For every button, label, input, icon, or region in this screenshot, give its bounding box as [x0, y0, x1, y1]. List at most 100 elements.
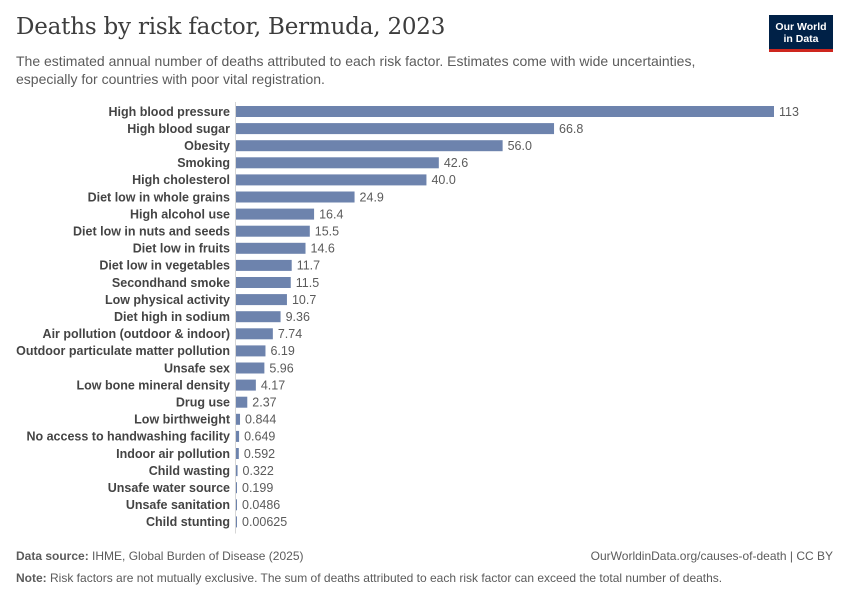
bar[interactable]: [236, 294, 287, 306]
value-label: 2.37: [252, 396, 276, 410]
bar[interactable]: [236, 123, 555, 135]
bar-row[interactable]: Child wasting 0.322: [149, 464, 274, 478]
source-text[interactable]: IHME, Global Burden of Disease (2025): [92, 549, 304, 563]
bar-row[interactable]: Outdoor particulate matter pollution 6.19: [16, 344, 295, 358]
value-label: 56.0: [508, 139, 532, 153]
bar-row[interactable]: Secondhand smoke 11.5: [112, 276, 319, 290]
value-label: 5.96: [269, 361, 293, 375]
bar[interactable]: [236, 311, 281, 323]
bar-row[interactable]: High cholesterol 40.0: [132, 173, 456, 187]
bar-row[interactable]: Drug use 2.37: [176, 396, 277, 410]
bar[interactable]: [236, 208, 315, 220]
bar[interactable]: [236, 413, 241, 425]
bar[interactable]: [236, 174, 427, 186]
value-label: 16.4: [319, 207, 343, 221]
value-label: 4.17: [261, 378, 285, 392]
bar-row[interactable]: Diet low in whole grains 24.9: [88, 190, 384, 204]
category-label: High cholesterol: [132, 173, 230, 187]
note-text: Risk factors are not mutually exclusive.…: [50, 571, 723, 585]
bar-row[interactable]: Diet low in fruits 14.6: [133, 242, 335, 256]
bar-row[interactable]: Unsafe water source 0.199: [108, 481, 274, 495]
bar-row[interactable]: No access to handwashing facility 0.649: [26, 430, 275, 444]
category-label: Child wasting: [149, 464, 230, 478]
value-label: 0.199: [242, 481, 273, 495]
bar-row[interactable]: Obesity 56.0: [184, 139, 532, 153]
category-label: Outdoor particulate matter pollution: [16, 344, 230, 358]
category-label: Unsafe sanitation: [126, 498, 230, 512]
source-url[interactable]: OurWorldinData.org/causes-of-death | CC …: [590, 549, 833, 563]
bar[interactable]: [236, 191, 355, 203]
value-label: 0.592: [244, 447, 275, 461]
bar-row[interactable]: Low physical activity 10.7: [105, 293, 316, 307]
bar-row[interactable]: Diet low in vegetables 11.7: [99, 259, 320, 273]
bar[interactable]: [236, 465, 238, 477]
bar-row[interactable]: Low bone mineral density 4.17: [77, 378, 286, 392]
value-label: 11.5: [296, 276, 319, 290]
bar[interactable]: [236, 328, 273, 340]
bar[interactable]: [236, 345, 266, 357]
bar[interactable]: [236, 259, 292, 271]
bar[interactable]: [236, 396, 248, 408]
bar[interactable]: [236, 242, 306, 254]
bar-row[interactable]: Diet high in sodium 9.36: [114, 310, 310, 324]
bar[interactable]: [236, 140, 503, 152]
footer-source-row: Data source: IHME, Global Burden of Dise…: [16, 549, 833, 563]
value-label: 14.6: [311, 242, 335, 256]
bar-row[interactable]: Child stunting 0.00625: [146, 515, 287, 529]
bar[interactable]: [236, 448, 239, 459]
value-label: 0.649: [244, 430, 275, 444]
category-label: Unsafe water source: [108, 481, 230, 495]
bar[interactable]: [236, 277, 291, 288]
category-label: Diet high in sodium: [114, 310, 230, 324]
value-label: 7.74: [278, 327, 302, 341]
value-label: 40.0: [431, 173, 455, 187]
bar-row[interactable]: High alcohol use 16.4: [130, 207, 343, 221]
category-label: Low bone mineral density: [77, 378, 231, 392]
category-label: Smoking: [177, 156, 230, 170]
category-label: Secondhand smoke: [112, 276, 230, 290]
chart-title: Deaths by risk factor, Bermuda, 2023: [16, 14, 446, 40]
value-label: 24.9: [360, 190, 384, 204]
category-label: High alcohol use: [130, 207, 230, 221]
bar[interactable]: [236, 362, 265, 374]
bar-row[interactable]: High blood sugar 66.8: [127, 122, 583, 136]
bar[interactable]: [236, 482, 237, 494]
logo-line-2: in Data: [783, 33, 819, 45]
category-label: Low physical activity: [105, 293, 230, 307]
bar[interactable]: [236, 157, 439, 169]
value-label: 113: [779, 105, 799, 119]
source-label: Data source:: [16, 549, 89, 563]
bar-row[interactable]: Unsafe sanitation 0.0486: [126, 498, 280, 512]
value-label: 0.0486: [242, 498, 280, 512]
bar[interactable]: [236, 499, 237, 511]
bar[interactable]: [236, 430, 240, 442]
bar-row[interactable]: Diet low in nuts and seeds 15.5: [73, 225, 339, 239]
value-label: 0.844: [245, 413, 276, 427]
value-label: 9.36: [286, 310, 310, 324]
category-label: Low birthweight: [134, 413, 231, 427]
bar[interactable]: [236, 225, 310, 237]
bar-row[interactable]: Low birthweight 0.844: [134, 413, 276, 427]
value-label: 42.6: [444, 156, 468, 170]
bar[interactable]: [236, 516, 237, 528]
owid-logo[interactable]: Our World in Data: [769, 15, 833, 52]
value-label: 0.00625: [242, 515, 287, 529]
value-label: 15.5: [315, 225, 339, 239]
category-label: Child stunting: [146, 515, 230, 529]
bar[interactable]: [236, 379, 256, 391]
category-label: Unsafe sex: [164, 361, 230, 375]
value-label: 11.7: [297, 259, 320, 273]
category-label: Diet low in nuts and seeds: [73, 225, 230, 239]
bar-row[interactable]: Indoor air pollution 0.592: [116, 447, 275, 461]
category-label: No access to handwashing facility: [26, 430, 230, 444]
category-label: Indoor air pollution: [116, 447, 230, 461]
category-label: Drug use: [176, 396, 230, 410]
bar-row[interactable]: Smoking 42.6: [177, 156, 468, 170]
bar-row[interactable]: Air pollution (outdoor & indoor) 7.74: [43, 327, 303, 341]
bar-row[interactable]: Unsafe sex 5.96: [164, 361, 294, 375]
footer-note-row: Note: Risk factors are not mutually excl…: [16, 571, 833, 585]
logo-stripe: [769, 49, 833, 52]
category-label: High blood sugar: [127, 122, 230, 136]
bar-row[interactable]: High blood pressure 113: [108, 105, 799, 119]
bar[interactable]: [236, 106, 774, 117]
